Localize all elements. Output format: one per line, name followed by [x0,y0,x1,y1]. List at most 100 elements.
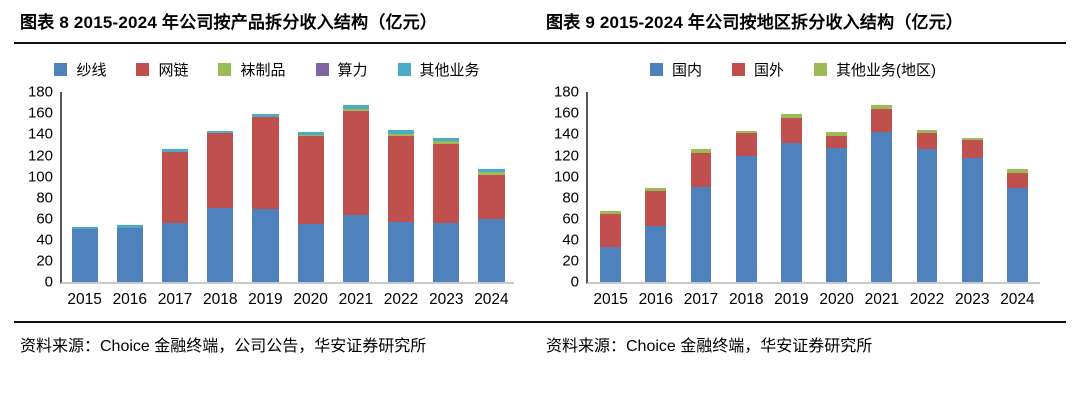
region-chart-legend: 国内 国外 其他业务(地区) [546,59,1040,80]
footer-separator-line [14,321,1066,324]
y-axis-tick-label: 60 [562,210,579,228]
stacked-bar-2015 [600,211,621,283]
bar-segment [645,187,667,191]
x-axis-tick-label: 2018 [202,291,238,309]
stacked-bar-2024 [1007,168,1028,283]
bar-segment [161,223,189,283]
y-axis-tick-label: 80 [562,189,579,207]
bar-segment [207,208,234,283]
bar-segment [433,137,460,141]
y-axis-tick-label: 180 [553,83,579,101]
legend-item: 袜制品 [218,59,286,80]
bar-segment [735,155,757,283]
bar-slot [904,92,949,283]
stacked-bar-2019 [781,114,802,283]
legend-item: 纱线 [54,59,106,80]
bar-segment [297,131,324,135]
right-chart-title: 图表 9 2015-2024 年公司按地区拆分收入结构（亿元） [546,13,964,32]
stacked-bar-2019 [252,114,279,283]
bar-segment [342,105,369,109]
stacked-bar-2022 [387,130,415,283]
legend-label: 其他业务(地区) [836,62,937,80]
stacked-bar-2016 [645,187,667,283]
bar-slot [469,92,514,283]
bar-segment [342,108,369,112]
y-axis-tick-label: 80 [36,189,53,207]
y-axis-tick-label: 20 [36,252,53,270]
x-axis-tick-label: 2021 [338,291,374,309]
region-revenue-chart-panel: 国内 国外 其他业务(地区) 180 160 140 120 100 80 60 40 20 0 20… [540,44,1066,309]
legend-item: 网链 [136,59,188,80]
legend-label: 国外 [754,62,785,80]
y-axis-tick-label: 140 [27,125,53,143]
legend-item: 其他业务 [397,59,480,80]
stacked-bar-2020 [297,131,324,283]
bar-segment [161,148,189,152]
bar-segment [252,116,279,210]
bar-segment [871,105,893,110]
bar-segment [781,117,802,143]
bar-segment [297,224,324,283]
stacked-bar-2023 [433,137,460,283]
product-chart-legend: 纱线 网链 袜制品 算力 其他业务 [20,59,514,80]
legend-swatch-icon [54,63,68,77]
bar-segment [433,223,460,283]
product-chart-plot-area [60,92,514,285]
x-axis-tick-label: 2019 [774,291,809,309]
legend-label: 纱线 [76,62,107,80]
region-chart-body: 180 160 140 120 100 80 60 40 20 0 2015 2016 2017 201… [546,85,1040,309]
right-chart-source: 资料来源：Choice 金融终端，华安证券研究所 [546,338,873,356]
x-axis-tick-label: 2023 [428,291,464,309]
bar-segment [645,190,667,227]
bar-segment [1007,168,1028,174]
region-chart-plot-area [586,92,1040,285]
product-chart-y-axis: 180 160 140 120 100 80 60 40 20 0 [20,85,60,290]
legend-label: 算力 [337,62,368,80]
stacked-bar-2015 [71,226,98,283]
legend-label: 网链 [158,62,189,80]
bar-slot [588,92,633,283]
legend-swatch-icon [649,63,663,77]
bar-slot [424,92,469,283]
bar-segment [252,114,279,117]
x-axis-tick-label: 2018 [728,291,764,309]
legend-swatch-icon [732,63,745,77]
x-axis-tick-label: 2024 [474,291,509,309]
legend-swatch-icon [397,63,411,77]
bar-segment [207,130,234,134]
bar-segment [71,226,98,230]
product-revenue-chart-panel: 纱线 网链 袜制品 算力 其他业务 180 160 140 120 100 80 60 40 20 0 2… [14,44,540,309]
bar-slot [62,92,107,283]
bar-slot [724,92,769,283]
bar-segment [433,143,460,224]
stacked-bar-2023 [961,137,983,283]
legend-item: 其他业务(地区) [814,59,936,80]
stacked-bar-2021 [342,105,369,283]
bar-segment [916,130,938,133]
region-chart-x-axis-labels: 2015 2016 2017 2018 2019 2020 2021 2022 2023 2024 [586,291,1040,309]
stacked-bar-2024 [478,168,505,283]
legend-label: 其他业务 [419,62,480,80]
stacked-bar-2017 [161,148,189,283]
bar-slot [859,92,904,283]
bar-slot [814,92,859,283]
bar-segment [297,134,324,137]
y-axis-tick-label: 160 [553,104,579,122]
y-axis-tick-label: 140 [553,125,579,143]
bar-segment [387,130,415,134]
bar-slot [378,92,423,283]
y-axis-tick-label: 100 [27,168,53,186]
y-axis-tick-label: 40 [36,231,53,249]
bar-slot [288,92,333,283]
bar-segment [387,133,415,137]
stacked-bar-2022 [916,130,938,283]
y-axis-tick-label: 40 [562,231,579,249]
x-axis-tick-label: 2016 [112,291,148,309]
bar-segment [387,136,415,223]
stacked-bar-2021 [871,105,893,283]
bar-slot [333,92,378,283]
x-axis-tick-label: 2020 [819,291,854,309]
y-axis-tick-label: 0 [570,273,579,291]
x-axis-tick-label: 2020 [293,291,328,309]
bar-slot [678,92,723,283]
